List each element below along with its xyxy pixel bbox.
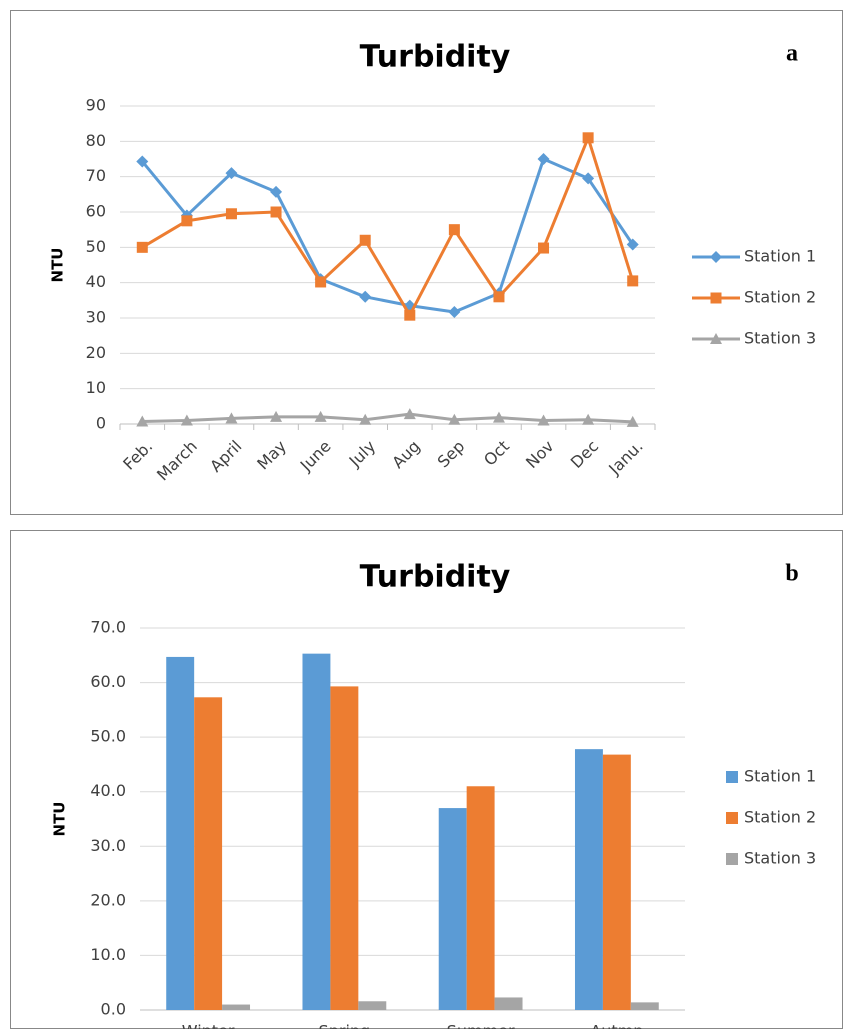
marker — [181, 215, 193, 227]
legend-swatch — [726, 771, 738, 783]
x-tick-label: Summer — [447, 1022, 515, 1029]
y-tick-label: 90 — [86, 96, 106, 115]
marker — [270, 185, 283, 198]
marker — [626, 238, 639, 251]
marker — [626, 415, 639, 427]
x-tick-label: Winter — [182, 1022, 235, 1029]
marker — [136, 415, 149, 427]
legend-label: Station 1 — [744, 767, 816, 786]
panel-frame — [10, 530, 843, 1029]
marker — [359, 290, 372, 303]
panel-frame — [10, 10, 843, 515]
marker — [538, 242, 550, 254]
marker — [448, 305, 461, 318]
marker — [492, 411, 505, 423]
y-tick-label: 50.0 — [90, 727, 126, 746]
chart-title: Turbidity — [360, 560, 511, 595]
marker — [136, 241, 148, 253]
x-tick-label: Spring — [319, 1022, 371, 1029]
y-tick-label: 30 — [86, 308, 106, 327]
y-tick-label: 10.0 — [90, 945, 126, 964]
chart-title: Turbidity — [360, 40, 511, 75]
bar — [494, 997, 523, 1010]
bar — [630, 1002, 659, 1010]
bar — [330, 686, 359, 1010]
marker — [493, 291, 505, 303]
y-tick-label: 20.0 — [90, 890, 126, 909]
marker — [180, 414, 193, 426]
line — [141, 157, 634, 314]
marker — [537, 414, 550, 426]
marker — [582, 172, 595, 185]
y-tick-label: 60 — [86, 202, 106, 221]
marker — [225, 167, 238, 180]
y-axis-title: NTU — [49, 248, 67, 283]
marker — [582, 413, 595, 425]
marker — [359, 413, 372, 425]
legend-swatch — [726, 853, 738, 865]
marker — [448, 413, 461, 425]
marker — [403, 408, 416, 420]
y-tick-label: 40.0 — [90, 781, 126, 800]
legend-swatch — [726, 812, 738, 824]
x-tick-label: Autmn — [590, 1022, 643, 1029]
y-tick-label: 30.0 — [90, 836, 126, 855]
panel-label: a — [786, 41, 798, 67]
y-tick-label: 10 — [86, 378, 106, 397]
y-tick-label: 50 — [86, 237, 106, 256]
marker — [710, 251, 722, 263]
marker — [270, 410, 283, 422]
y-tick-label: 0.0 — [101, 1000, 126, 1019]
marker — [270, 206, 282, 218]
line — [141, 136, 635, 317]
marker — [710, 292, 722, 304]
y-tick-label: 0 — [96, 414, 106, 433]
line — [142, 412, 633, 424]
bar — [194, 697, 223, 1010]
legend-label: Station 2 — [744, 288, 816, 307]
panel-label: b — [785, 561, 798, 587]
marker — [404, 309, 416, 321]
bar — [302, 653, 331, 1010]
y-tick-label: 20 — [86, 343, 106, 362]
legend-label: Station 2 — [744, 808, 816, 827]
y-tick-label: 70.0 — [90, 618, 126, 637]
bar — [166, 656, 195, 1010]
marker — [225, 412, 238, 424]
marker — [537, 153, 550, 165]
bar — [574, 749, 603, 1010]
legend-label: Station 3 — [744, 849, 816, 868]
marker — [359, 234, 371, 246]
y-tick-label: 60.0 — [90, 672, 126, 691]
y-axis-title: NTU — [51, 802, 69, 837]
bar — [222, 1004, 251, 1010]
marker — [710, 333, 722, 344]
y-tick-label: 40 — [86, 272, 106, 291]
marker — [627, 275, 639, 287]
marker — [448, 224, 460, 236]
legend-label: Station 1 — [744, 247, 816, 266]
legend-label: Station 3 — [744, 329, 816, 348]
bar — [358, 1001, 387, 1010]
marker — [225, 208, 237, 220]
bar — [466, 786, 495, 1010]
marker — [315, 276, 327, 288]
marker — [136, 155, 149, 168]
bar — [438, 808, 467, 1010]
marker — [314, 410, 327, 422]
bar — [602, 754, 631, 1010]
marker — [582, 132, 594, 144]
y-tick-label: 80 — [86, 131, 106, 150]
y-tick-label: 70 — [86, 166, 106, 185]
